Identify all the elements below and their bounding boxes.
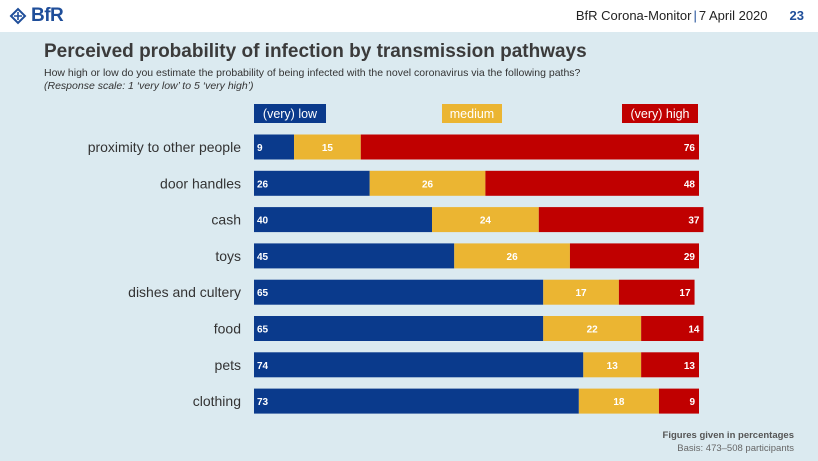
bar-segment <box>538 207 704 233</box>
header-info: BfR Corona-Monitor | 7 April 2020 23 <box>576 8 804 23</box>
legend-medium: medium <box>442 104 502 123</box>
bar-value-label: 9 <box>257 143 263 154</box>
category-label: door handles <box>160 175 241 191</box>
bar-segment <box>294 134 361 160</box>
chart-subtitle: How high or low do you estimate the prob… <box>44 67 581 79</box>
bar-value-label: 73 <box>257 397 269 408</box>
bar-value-label: 26 <box>422 179 434 190</box>
category-label: toys <box>215 248 241 264</box>
bar-segment <box>432 207 539 233</box>
bar-value-label: 13 <box>684 361 696 372</box>
bar-value-label: 48 <box>684 179 696 190</box>
bar-segment <box>641 316 704 341</box>
footnote-unit: Figures given in percentages <box>662 430 794 441</box>
legend-low: (very) low <box>254 104 326 123</box>
category-label: dishes and cultery <box>128 284 241 300</box>
bar-segment <box>583 352 642 378</box>
category-label: clothing <box>193 393 241 409</box>
bar-value-label: 74 <box>257 361 269 372</box>
top-bar: BfR BfR Corona-Monitor | 7 April 2020 23 <box>0 0 818 32</box>
source-label: BfR Corona-Monitor <box>575 8 692 23</box>
bar-value-label: 14 <box>688 325 700 336</box>
bar-segment <box>254 170 370 196</box>
bar-segment <box>254 279 544 305</box>
bar-value-label: 76 <box>684 143 696 154</box>
category-label: food <box>214 321 241 337</box>
chart-title: Perceived probability of infection by tr… <box>44 41 587 62</box>
logo-text: BfR <box>31 5 64 26</box>
page-number: 23 <box>789 8 804 23</box>
bar-segment <box>485 170 699 196</box>
bar-value-label: 18 <box>613 397 625 408</box>
category-label: pets <box>215 357 241 373</box>
bar-value-label: 17 <box>576 288 588 299</box>
bar-value-label: 29 <box>684 252 696 263</box>
legend-high: (very) high <box>622 104 698 123</box>
bar-segment <box>543 279 619 305</box>
category-label: cash <box>211 212 241 228</box>
bar-segment <box>254 243 455 269</box>
footnote-basis: Basis: 473–508 participants <box>677 443 794 454</box>
bar-segment <box>254 388 579 414</box>
bar-segment <box>254 134 295 160</box>
bar-segment <box>454 243 570 269</box>
bar-segment <box>543 316 642 341</box>
bar-value-label: 9 <box>689 397 695 408</box>
bfr-logo-mark-icon <box>9 7 27 25</box>
bar-value-label: 40 <box>257 216 269 227</box>
bar-value-label: 45 <box>257 252 269 263</box>
bfr-logo: BfR <box>8 5 64 27</box>
bar-segment <box>369 170 486 196</box>
bar-value-label: 26 <box>257 179 269 190</box>
bar-value-label: 24 <box>480 216 492 227</box>
bar-value-label: 26 <box>507 252 519 263</box>
date-label: 7 April 2020 <box>698 8 768 23</box>
bar-value-label: 65 <box>257 325 269 336</box>
bar-value-label: 65 <box>257 288 269 299</box>
bar-segment <box>658 388 699 414</box>
bar-value-label: 37 <box>688 216 700 227</box>
bar-segment <box>569 243 699 269</box>
bar-segment <box>254 316 544 341</box>
bar-value-label: 13 <box>607 361 619 372</box>
bar-segment <box>254 207 432 233</box>
bar-segment <box>360 134 699 160</box>
bar-segment <box>578 388 659 414</box>
bar-segment <box>254 352 584 378</box>
bar-segment <box>618 279 695 305</box>
category-label: proximity to other people <box>88 139 242 155</box>
response-scale-note: (Response scale: 1 ‘very low’ to 5 ‘very… <box>44 80 254 92</box>
bar-segment <box>641 352 699 378</box>
bar-value-label: 22 <box>587 325 599 336</box>
bar-value-label: 15 <box>322 143 334 154</box>
header-separator: | <box>693 8 697 23</box>
bar-value-label: 17 <box>679 288 691 299</box>
